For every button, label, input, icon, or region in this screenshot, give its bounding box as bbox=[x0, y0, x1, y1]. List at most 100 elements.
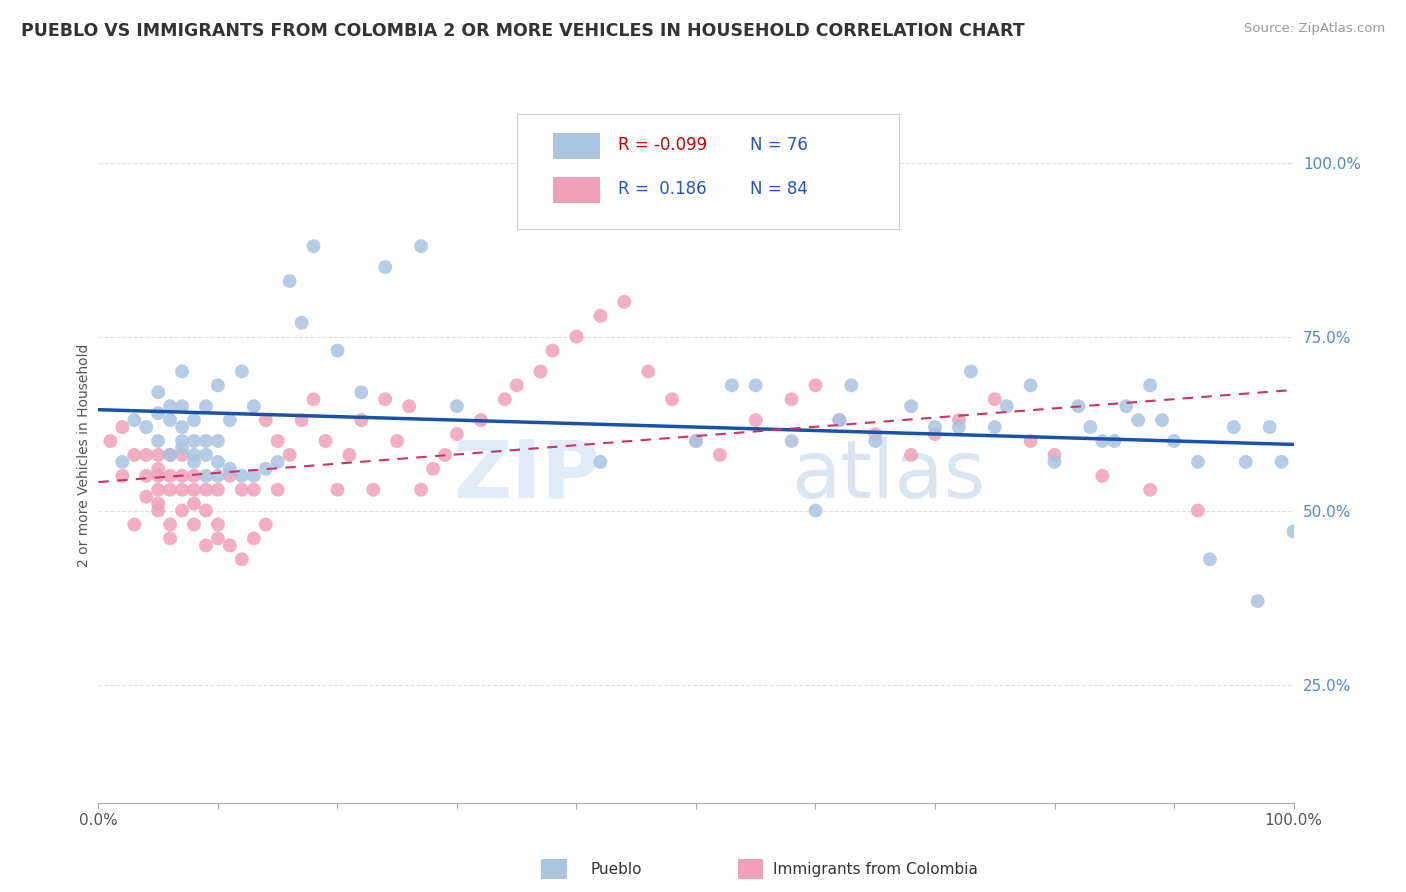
Point bbox=[1246, 594, 1268, 608]
Point bbox=[1091, 468, 1114, 483]
Point bbox=[124, 517, 146, 532]
Point bbox=[254, 462, 277, 476]
Point bbox=[350, 413, 373, 427]
Point bbox=[231, 364, 253, 378]
Point bbox=[148, 462, 170, 476]
Text: R =  0.186: R = 0.186 bbox=[619, 180, 707, 198]
Point bbox=[243, 399, 266, 413]
Text: Pueblo: Pueblo bbox=[591, 863, 643, 877]
Point bbox=[745, 413, 768, 427]
Text: atlas: atlas bbox=[792, 437, 986, 515]
Point bbox=[159, 517, 181, 532]
Point bbox=[243, 532, 266, 546]
Point bbox=[1234, 455, 1257, 469]
Text: N = 84: N = 84 bbox=[749, 180, 807, 198]
Point bbox=[1080, 420, 1102, 434]
Point bbox=[302, 239, 325, 253]
Point bbox=[613, 294, 636, 309]
Point bbox=[589, 309, 612, 323]
Point bbox=[1187, 503, 1209, 517]
Point bbox=[267, 455, 290, 469]
Point bbox=[1139, 483, 1161, 497]
Point bbox=[172, 483, 194, 497]
Point bbox=[422, 462, 444, 476]
Point bbox=[159, 483, 181, 497]
Point bbox=[183, 483, 205, 497]
Point bbox=[194, 399, 217, 413]
Point bbox=[135, 420, 157, 434]
Point bbox=[183, 448, 205, 462]
Point bbox=[1067, 399, 1090, 413]
Point bbox=[1282, 524, 1305, 539]
Point bbox=[685, 434, 707, 448]
Point bbox=[839, 378, 862, 392]
Point bbox=[111, 468, 134, 483]
Point bbox=[159, 532, 181, 546]
Text: R = -0.099: R = -0.099 bbox=[619, 136, 707, 154]
Point bbox=[385, 434, 409, 448]
Point bbox=[470, 413, 492, 427]
Point bbox=[1139, 378, 1161, 392]
Point bbox=[135, 468, 157, 483]
Point bbox=[243, 483, 266, 497]
Point bbox=[231, 468, 253, 483]
Y-axis label: 2 or more Vehicles in Household: 2 or more Vehicles in Household bbox=[77, 343, 91, 566]
Point bbox=[302, 392, 325, 407]
Point bbox=[828, 413, 851, 427]
Point bbox=[983, 420, 1005, 434]
FancyBboxPatch shape bbox=[517, 114, 900, 229]
Point bbox=[159, 468, 181, 483]
Point bbox=[350, 385, 373, 400]
Point bbox=[959, 364, 981, 378]
Point bbox=[159, 448, 181, 462]
Point bbox=[637, 364, 659, 378]
Point bbox=[1222, 420, 1246, 434]
Point bbox=[290, 316, 312, 330]
Point bbox=[172, 441, 194, 455]
Point bbox=[207, 378, 229, 392]
Point bbox=[254, 413, 277, 427]
Point bbox=[148, 406, 170, 420]
Point bbox=[1187, 455, 1209, 469]
Point bbox=[589, 455, 612, 469]
Point bbox=[278, 274, 301, 288]
Point bbox=[983, 392, 1005, 407]
Point bbox=[685, 434, 707, 448]
Point bbox=[267, 483, 290, 497]
Point bbox=[159, 413, 181, 427]
Point bbox=[219, 462, 242, 476]
Point bbox=[541, 343, 564, 358]
Point bbox=[804, 503, 827, 517]
Point bbox=[231, 483, 253, 497]
Text: Source: ZipAtlas.com: Source: ZipAtlas.com bbox=[1244, 22, 1385, 36]
Point bbox=[148, 448, 170, 462]
Point bbox=[183, 455, 205, 469]
Point bbox=[159, 399, 181, 413]
Point bbox=[231, 552, 253, 566]
Point bbox=[148, 468, 170, 483]
Point bbox=[411, 483, 433, 497]
Point bbox=[1163, 434, 1185, 448]
Point bbox=[111, 420, 134, 434]
Point bbox=[948, 420, 970, 434]
Point bbox=[315, 434, 337, 448]
Point bbox=[721, 378, 744, 392]
Point bbox=[194, 434, 217, 448]
Point bbox=[194, 448, 217, 462]
Point bbox=[828, 413, 851, 427]
Point bbox=[194, 483, 217, 497]
Point bbox=[1102, 434, 1125, 448]
Point bbox=[219, 538, 242, 552]
Point bbox=[207, 532, 229, 546]
Text: PUEBLO VS IMMIGRANTS FROM COLOMBIA 2 OR MORE VEHICLES IN HOUSEHOLD CORRELATION C: PUEBLO VS IMMIGRANTS FROM COLOMBIA 2 OR … bbox=[21, 22, 1025, 40]
Point bbox=[924, 420, 946, 434]
Point bbox=[398, 399, 420, 413]
Point bbox=[183, 434, 205, 448]
Point bbox=[172, 434, 194, 448]
Point bbox=[194, 503, 217, 517]
Text: Immigrants from Colombia: Immigrants from Colombia bbox=[773, 863, 979, 877]
Point bbox=[780, 392, 803, 407]
Point bbox=[709, 448, 731, 462]
Point bbox=[1258, 420, 1281, 434]
Point bbox=[1198, 552, 1220, 566]
